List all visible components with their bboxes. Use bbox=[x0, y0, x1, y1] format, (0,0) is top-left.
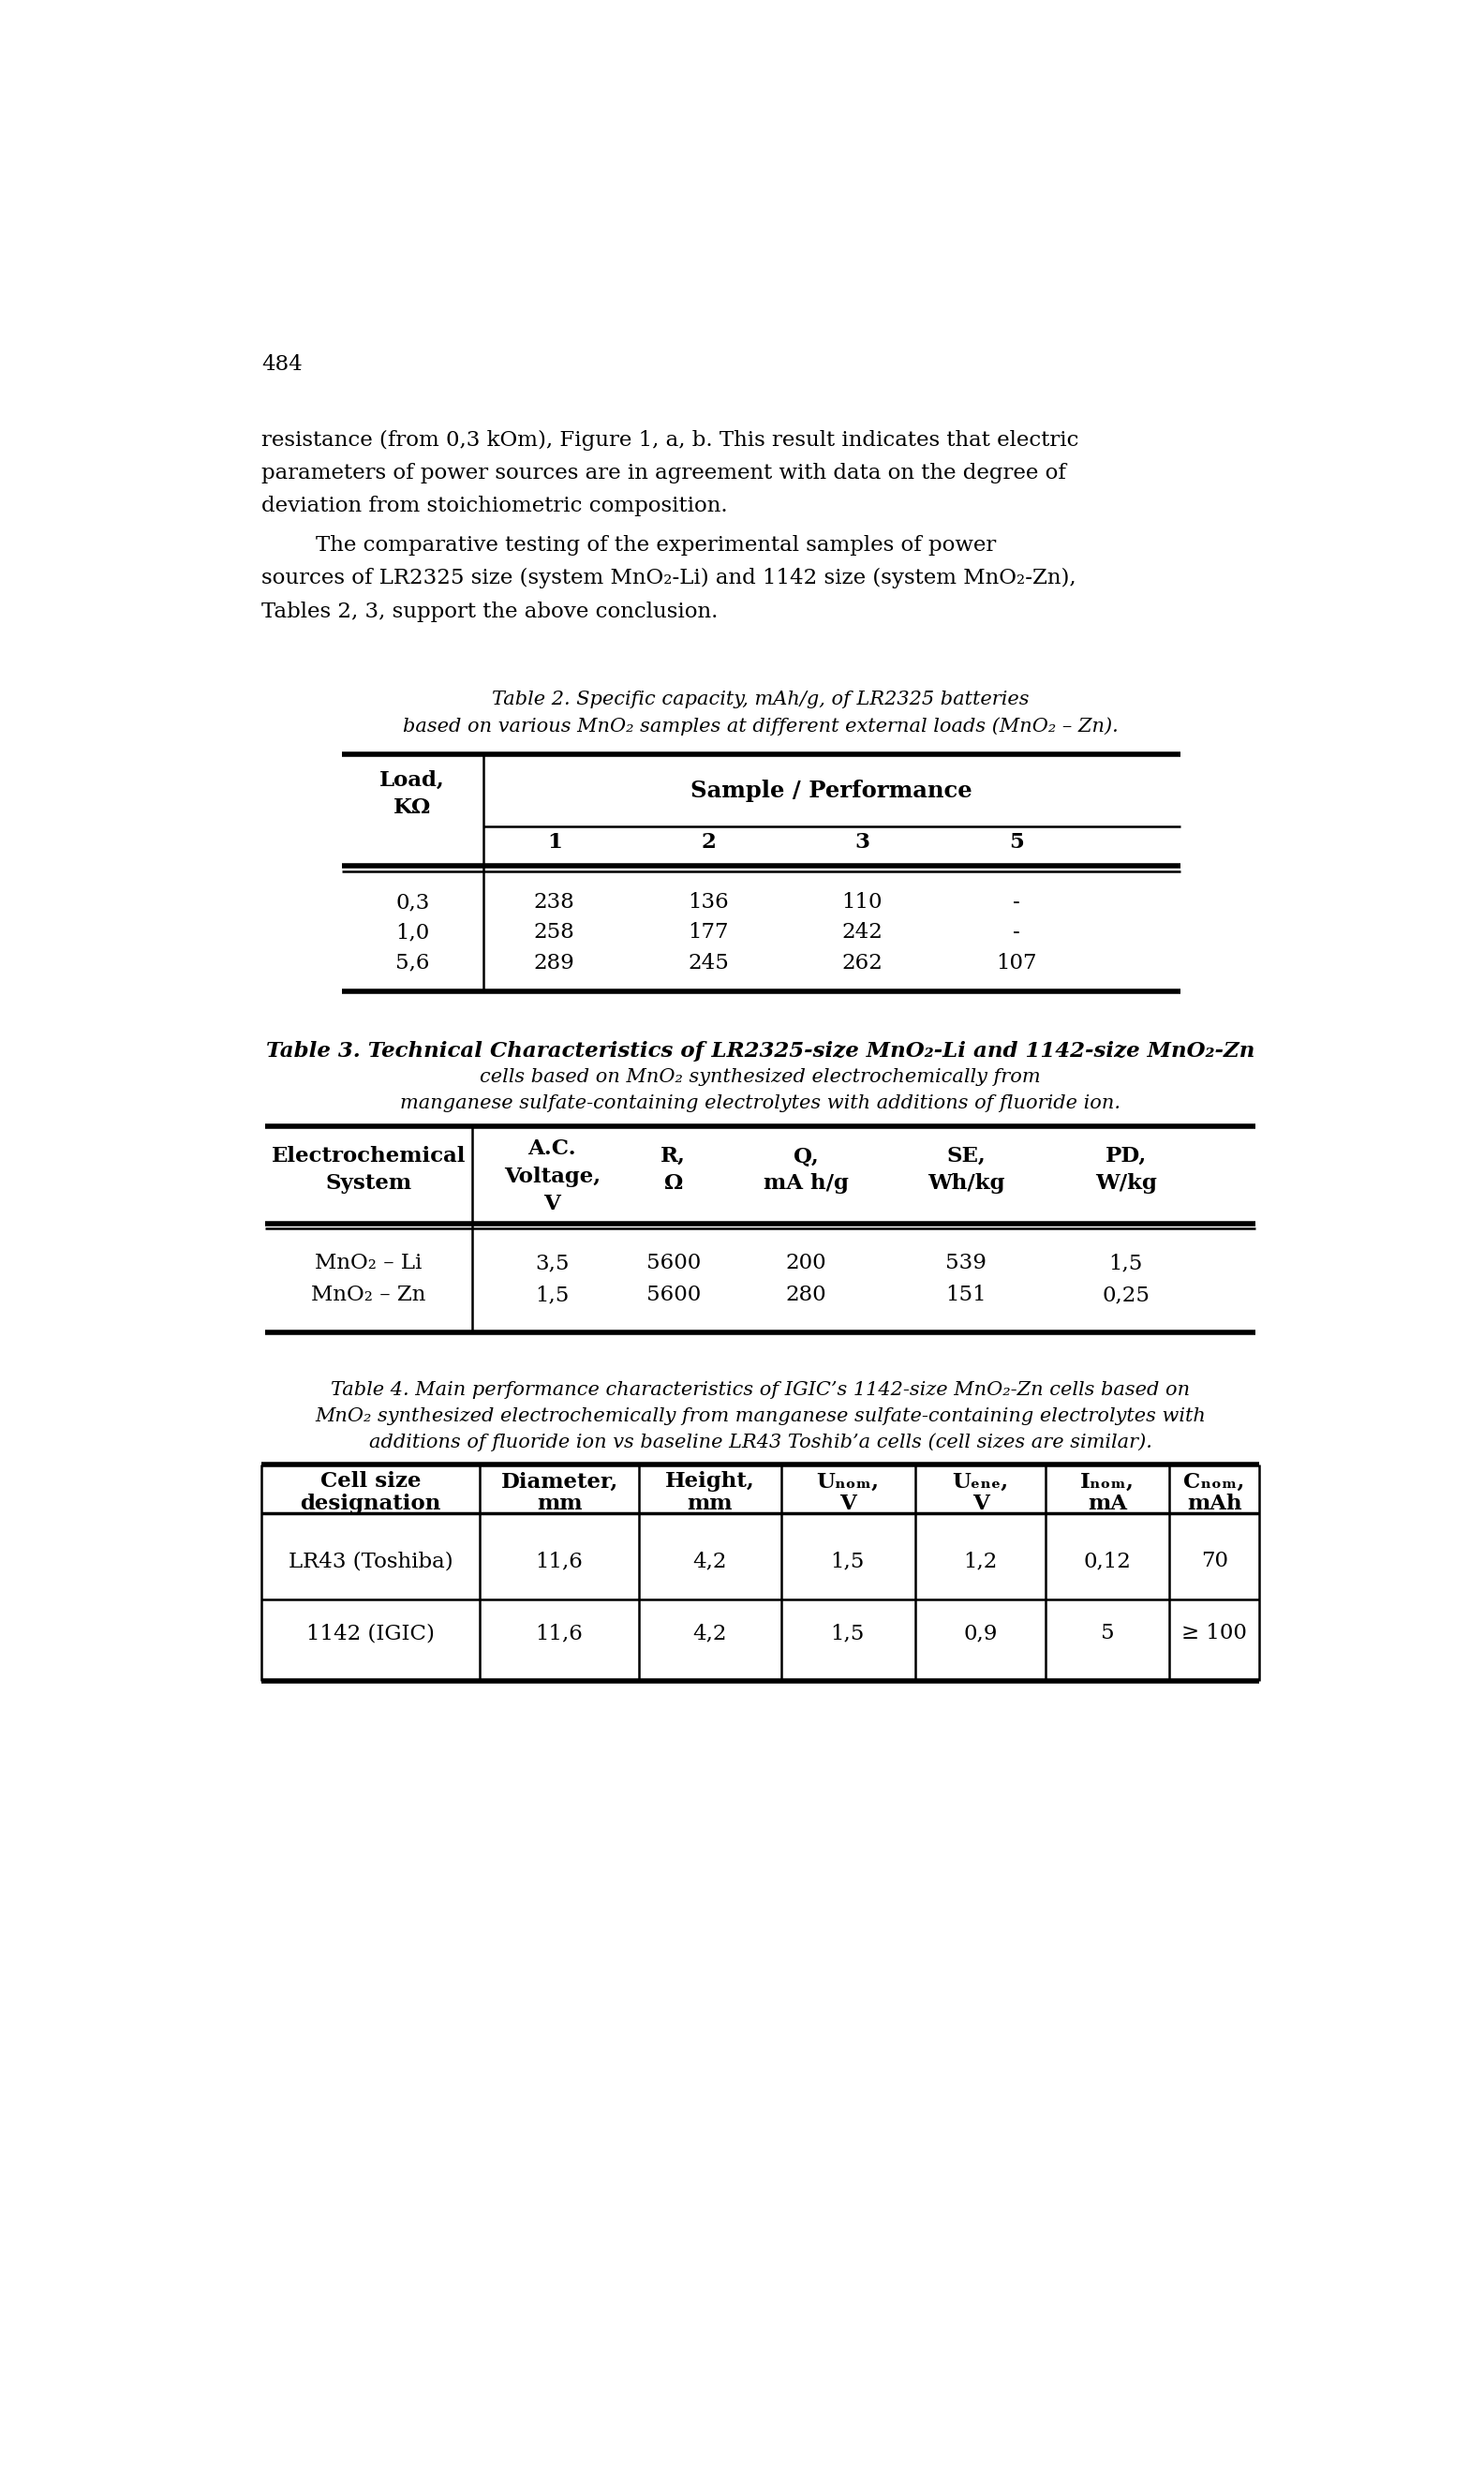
Text: 107: 107 bbox=[996, 953, 1036, 972]
Text: 289: 289 bbox=[534, 953, 574, 972]
Text: -: - bbox=[1012, 923, 1020, 943]
Text: Tables 2, 3, support the above conclusion.: Tables 2, 3, support the above conclusio… bbox=[261, 602, 718, 622]
Text: Electrochemical: Electrochemical bbox=[272, 1145, 466, 1167]
Text: PD,: PD, bbox=[1106, 1145, 1147, 1167]
Text: Height,: Height, bbox=[665, 1471, 754, 1493]
Text: cells based on MnO₂ synthesized electrochemically from: cells based on MnO₂ synthesized electroc… bbox=[481, 1069, 1040, 1086]
Text: Diameter,: Diameter, bbox=[500, 1471, 619, 1493]
Text: 242: 242 bbox=[841, 923, 883, 943]
Text: 1,0: 1,0 bbox=[395, 923, 429, 943]
Text: Cₙₒₘ,: Cₙₒₘ, bbox=[1184, 1471, 1245, 1493]
Text: A.C.: A.C. bbox=[528, 1138, 576, 1160]
Text: 5600: 5600 bbox=[646, 1283, 700, 1306]
Text: 0,12: 0,12 bbox=[1083, 1550, 1131, 1572]
Text: 11,6: 11,6 bbox=[536, 1550, 583, 1572]
Text: 110: 110 bbox=[841, 891, 883, 913]
Text: 177: 177 bbox=[689, 923, 729, 943]
Text: 0,3: 0,3 bbox=[395, 891, 429, 913]
Text: 262: 262 bbox=[841, 953, 883, 972]
Text: 1: 1 bbox=[548, 832, 562, 854]
Text: 11,6: 11,6 bbox=[536, 1624, 583, 1644]
Text: Cell size: Cell size bbox=[321, 1471, 421, 1493]
Text: R,: R, bbox=[660, 1145, 686, 1167]
Text: 0,9: 0,9 bbox=[963, 1624, 997, 1644]
Text: Q,: Q, bbox=[794, 1145, 819, 1167]
Text: Uₙₒₘ,: Uₙₒₘ, bbox=[816, 1471, 879, 1493]
Text: -: - bbox=[1012, 891, 1020, 913]
Text: 539: 539 bbox=[945, 1254, 987, 1273]
Text: MnO₂ – Li: MnO₂ – Li bbox=[315, 1254, 423, 1273]
Text: Uₑₙₑ,: Uₑₙₑ, bbox=[953, 1471, 1009, 1493]
Text: mm: mm bbox=[687, 1493, 733, 1513]
Text: Iₙₒₘ,: Iₙₒₘ, bbox=[1080, 1471, 1135, 1493]
Text: 136: 136 bbox=[687, 891, 729, 913]
Text: Ω: Ω bbox=[663, 1172, 683, 1195]
Text: V: V bbox=[543, 1195, 561, 1214]
Text: Sample / Performance: Sample / Performance bbox=[692, 780, 972, 802]
Text: SE,: SE, bbox=[947, 1145, 985, 1167]
Text: 200: 200 bbox=[787, 1254, 827, 1273]
Text: 4,2: 4,2 bbox=[693, 1550, 727, 1572]
Text: based on various MnO₂ samples at different external loads (MnO₂ – Zn).: based on various MnO₂ samples at differe… bbox=[402, 716, 1119, 735]
Text: LR43 (Toshiba): LR43 (Toshiba) bbox=[288, 1550, 453, 1572]
Text: The comparative testing of the experimental samples of power: The comparative testing of the experimen… bbox=[261, 536, 996, 555]
Text: 245: 245 bbox=[687, 953, 729, 972]
Text: MnO₂ synthesized electrochemically from manganese sulfate-containing electrolyte: MnO₂ synthesized electrochemically from … bbox=[315, 1407, 1206, 1424]
Text: sources of LR2325 size (system MnO₂-Li) and 1142 size (system MnO₂-Zn),: sources of LR2325 size (system MnO₂-Li) … bbox=[261, 568, 1076, 590]
Text: 280: 280 bbox=[787, 1283, 827, 1306]
Text: KΩ: KΩ bbox=[393, 797, 432, 819]
Text: 3: 3 bbox=[855, 832, 870, 854]
Text: 258: 258 bbox=[534, 923, 574, 943]
Text: 151: 151 bbox=[945, 1283, 987, 1306]
Text: 1142 (IGIC): 1142 (IGIC) bbox=[307, 1624, 435, 1644]
Text: additions of fluoride ion vs baseline LR43 Toshib’a cells (cell sizes are simila: additions of fluoride ion vs baseline LR… bbox=[370, 1434, 1152, 1451]
Text: 3,5: 3,5 bbox=[536, 1254, 570, 1273]
Text: designation: designation bbox=[300, 1493, 441, 1513]
Text: V: V bbox=[972, 1493, 988, 1513]
Text: W/kg: W/kg bbox=[1095, 1172, 1156, 1195]
Text: ≥ 100: ≥ 100 bbox=[1181, 1624, 1247, 1644]
Text: mA: mA bbox=[1088, 1493, 1128, 1513]
Text: 5: 5 bbox=[1009, 832, 1024, 854]
Text: 4,2: 4,2 bbox=[693, 1624, 727, 1644]
Text: 5,6: 5,6 bbox=[395, 953, 429, 972]
Text: parameters of power sources are in agreement with data on the degree of: parameters of power sources are in agree… bbox=[261, 464, 1067, 484]
Text: Table 2. Specific capacity, mAh/g, of LR2325 batteries: Table 2. Specific capacity, mAh/g, of LR… bbox=[491, 691, 1030, 708]
Text: V: V bbox=[840, 1493, 856, 1513]
Text: 1,5: 1,5 bbox=[831, 1550, 865, 1572]
Text: manganese sulfate-containing electrolytes with additions of fluoride ion.: manganese sulfate-containing electrolyte… bbox=[401, 1096, 1120, 1113]
Text: 5: 5 bbox=[1101, 1624, 1114, 1644]
Text: mA h/g: mA h/g bbox=[764, 1172, 849, 1195]
Text: 484: 484 bbox=[261, 353, 303, 375]
Text: mAh: mAh bbox=[1187, 1493, 1242, 1513]
Text: 1,5: 1,5 bbox=[536, 1283, 570, 1306]
Text: 1,2: 1,2 bbox=[963, 1550, 997, 1572]
Text: mm: mm bbox=[537, 1493, 582, 1513]
Text: resistance (from 0,3 kOm), Figure 1, a, b. This result indicates that electric: resistance (from 0,3 kOm), Figure 1, a, … bbox=[261, 429, 1079, 449]
Text: Wh/kg: Wh/kg bbox=[928, 1172, 1005, 1195]
Text: Table 4. Main performance characteristics of IGIC’s 1142-size MnO₂-Zn cells base: Table 4. Main performance characteristic… bbox=[331, 1382, 1190, 1399]
Text: 238: 238 bbox=[534, 891, 574, 913]
Text: 0,25: 0,25 bbox=[1103, 1283, 1150, 1306]
Text: Voltage,: Voltage, bbox=[505, 1167, 601, 1187]
Text: Table 3. Technical Characteristics of LR2325-size MnO₂-Li and 1142-size MnO₂-Zn: Table 3. Technical Characteristics of LR… bbox=[266, 1041, 1255, 1061]
Text: 1,5: 1,5 bbox=[1109, 1254, 1143, 1273]
Text: 5600: 5600 bbox=[646, 1254, 700, 1273]
Text: 70: 70 bbox=[1201, 1550, 1227, 1572]
Text: 2: 2 bbox=[700, 832, 715, 854]
Text: 1,5: 1,5 bbox=[831, 1624, 865, 1644]
Text: Load,: Load, bbox=[380, 770, 445, 790]
Text: System: System bbox=[325, 1172, 413, 1195]
Text: deviation from stoichiometric composition.: deviation from stoichiometric compositio… bbox=[261, 496, 729, 516]
Text: MnO₂ – Zn: MnO₂ – Zn bbox=[312, 1283, 426, 1306]
